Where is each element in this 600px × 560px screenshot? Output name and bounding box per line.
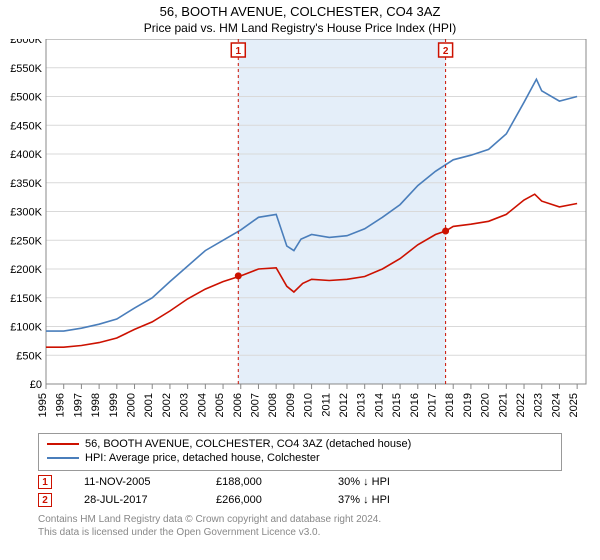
line-chart: £0 £50K £100K £150K £200K £250K £300K £350K £400… bbox=[0, 39, 600, 429]
svg-text:£450K: £450K bbox=[10, 120, 42, 132]
annotation-price: £266,000 bbox=[216, 494, 306, 506]
svg-text:1998: 1998 bbox=[90, 393, 102, 417]
svg-text:1: 1 bbox=[235, 46, 241, 57]
svg-text:2002: 2002 bbox=[161, 393, 173, 417]
transaction-annotation: 2 28-JUL-2017 £266,000 37% ↓ HPI bbox=[38, 493, 562, 507]
legend-item-hpi: HPI: Average price, detached house, Colc… bbox=[47, 452, 553, 464]
legend-label: 56, BOOTH AVENUE, COLCHESTER, CO4 3AZ (d… bbox=[85, 438, 411, 450]
svg-text:2023: 2023 bbox=[533, 393, 545, 417]
chart-title-address: 56, BOOTH AVENUE, COLCHESTER, CO4 3AZ bbox=[0, 4, 600, 19]
annotation-number-box: 1 bbox=[38, 475, 52, 489]
svg-text:2012: 2012 bbox=[338, 393, 350, 417]
svg-text:2014: 2014 bbox=[373, 393, 385, 417]
annotation-delta: 37% ↓ HPI bbox=[338, 494, 390, 506]
svg-text:1995: 1995 bbox=[37, 393, 49, 417]
svg-text:2022: 2022 bbox=[515, 393, 527, 417]
svg-text:2006: 2006 bbox=[232, 393, 244, 417]
svg-text:2017: 2017 bbox=[427, 393, 439, 417]
svg-text:2025: 2025 bbox=[568, 393, 580, 417]
svg-text:2021: 2021 bbox=[497, 393, 509, 417]
svg-text:2015: 2015 bbox=[391, 393, 403, 417]
svg-text:2018: 2018 bbox=[444, 393, 456, 417]
svg-text:£200K: £200K bbox=[10, 264, 42, 276]
svg-text:£400K: £400K bbox=[10, 149, 42, 161]
annotation-delta: 30% ↓ HPI bbox=[338, 476, 390, 488]
data-credits: Contains HM Land Registry data © Crown c… bbox=[38, 513, 562, 539]
annotation-date: 11-NOV-2005 bbox=[84, 476, 184, 488]
svg-text:2008: 2008 bbox=[267, 393, 279, 417]
svg-text:£300K: £300K bbox=[10, 207, 42, 219]
svg-text:£250K: £250K bbox=[10, 235, 42, 247]
svg-text:2001: 2001 bbox=[143, 393, 155, 417]
svg-text:£150K: £150K bbox=[10, 293, 42, 305]
svg-text:1999: 1999 bbox=[108, 393, 120, 417]
annotation-price: £188,000 bbox=[216, 476, 306, 488]
svg-text:1997: 1997 bbox=[72, 393, 84, 417]
svg-text:2011: 2011 bbox=[320, 393, 332, 417]
svg-text:2010: 2010 bbox=[303, 393, 315, 417]
svg-text:£100K: £100K bbox=[10, 322, 42, 334]
legend-label: HPI: Average price, detached house, Colc… bbox=[85, 452, 320, 464]
legend: 56, BOOTH AVENUE, COLCHESTER, CO4 3AZ (d… bbox=[38, 433, 562, 471]
legend-item-price-paid: 56, BOOTH AVENUE, COLCHESTER, CO4 3AZ (d… bbox=[47, 438, 553, 450]
annotation-number-box: 2 bbox=[38, 493, 52, 507]
svg-text:2004: 2004 bbox=[196, 393, 208, 417]
svg-text:2024: 2024 bbox=[550, 393, 562, 417]
svg-text:1996: 1996 bbox=[55, 393, 67, 417]
svg-text:2016: 2016 bbox=[409, 393, 421, 417]
svg-text:£0: £0 bbox=[30, 379, 42, 391]
chart-title-sub: Price paid vs. HM Land Registry's House … bbox=[0, 21, 600, 35]
svg-text:2009: 2009 bbox=[285, 393, 297, 417]
svg-text:£50K: £50K bbox=[16, 350, 42, 362]
svg-text:£600K: £600K bbox=[10, 39, 42, 46]
svg-text:2005: 2005 bbox=[214, 393, 226, 417]
svg-text:2019: 2019 bbox=[462, 393, 474, 417]
svg-text:£500K: £500K bbox=[10, 92, 42, 104]
svg-text:£350K: £350K bbox=[10, 178, 42, 190]
credit-line: Contains HM Land Registry data © Crown c… bbox=[38, 513, 562, 526]
credit-line: This data is licensed under the Open Gov… bbox=[38, 526, 562, 539]
svg-text:2013: 2013 bbox=[356, 393, 368, 417]
transaction-annotation: 1 11-NOV-2005 £188,000 30% ↓ HPI bbox=[38, 475, 562, 489]
svg-text:2020: 2020 bbox=[480, 393, 492, 417]
svg-text:2: 2 bbox=[443, 46, 449, 57]
annotation-date: 28-JUL-2017 bbox=[84, 494, 184, 506]
svg-text:2003: 2003 bbox=[179, 393, 191, 417]
svg-text:2007: 2007 bbox=[249, 393, 261, 417]
svg-text:2000: 2000 bbox=[126, 393, 138, 417]
svg-text:£550K: £550K bbox=[10, 63, 42, 75]
